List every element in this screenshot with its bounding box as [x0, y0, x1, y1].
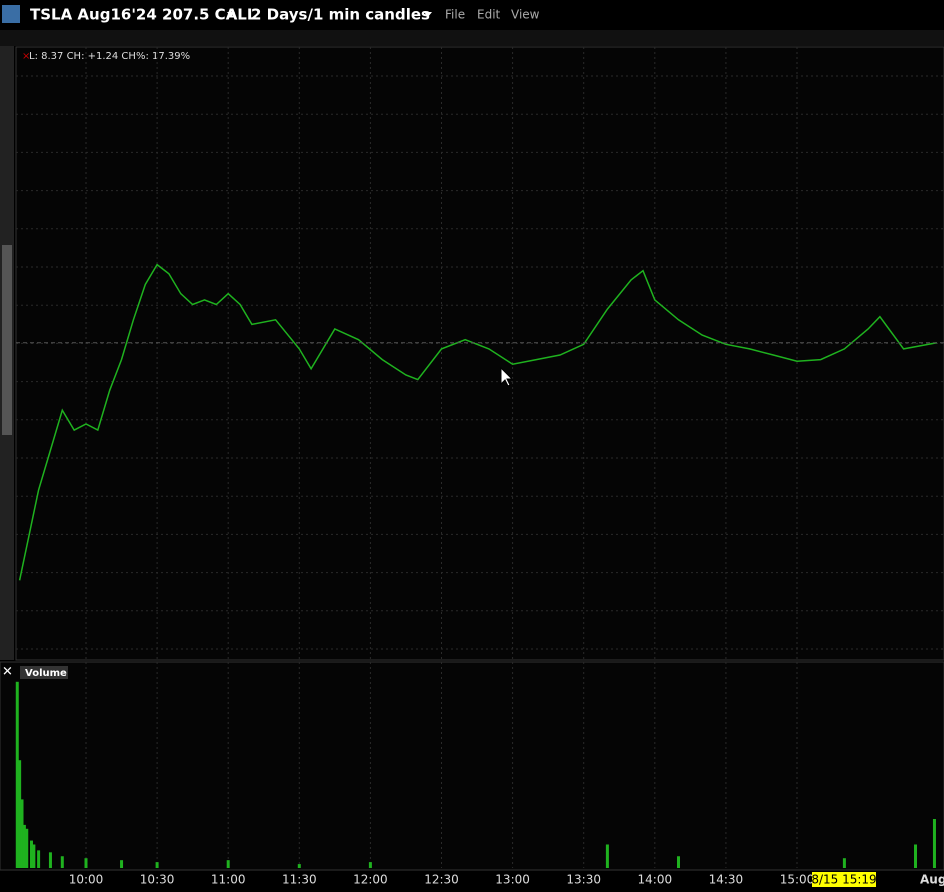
toolbar [0, 30, 944, 46]
menu-edit[interactable]: Edit [477, 8, 501, 22]
app-icon [2, 5, 20, 23]
dropdown[interactable] [424, 12, 432, 17]
price-line [18, 263, 937, 581]
volume-bar [932, 819, 936, 868]
volume-bar [22, 824, 26, 868]
x-tick-label: 15:00 [780, 873, 815, 887]
info: L: 8.37 CH: +1.24 CH%: 17.39% [29, 51, 190, 62]
x-tick-label: 10:30 [140, 873, 175, 887]
plots: 10:00 10:30 11:00 11:30 12:00 12:30 13:00 13:30… [15, 47, 944, 887]
volume-label: Volume [25, 668, 67, 679]
volume-bar [120, 860, 124, 868]
volume-bar [84, 858, 88, 868]
volume-bar [37, 850, 41, 868]
volume-bar [914, 844, 917, 868]
volume-bar [297, 864, 301, 868]
title-bar [0, 0, 944, 30]
price-pane [15, 46, 944, 661]
x-tick-label: 13:00 [495, 873, 530, 887]
x-tick-label: 10:00 [69, 873, 104, 887]
close-icon[interactable]: ✕ [2, 665, 13, 680]
volume-pane [0, 661, 944, 871]
volume-bar [842, 858, 846, 868]
cursor-label-bg [812, 872, 876, 887]
volume-bar [60, 856, 64, 868]
volume-bar [32, 844, 36, 868]
volume-bar [15, 681, 19, 868]
cursor [500, 366, 514, 387]
volume-bar [226, 860, 230, 868]
volume-bar [155, 862, 159, 868]
x-tick-label: 12:00 [353, 873, 388, 887]
volume-bar [25, 828, 29, 868]
volume-bar [18, 760, 22, 868]
volume-label-bg [20, 666, 68, 679]
volume-bar [368, 862, 372, 868]
timeframe[interactable]: 2 Days/1 min candles [251, 6, 430, 24]
menu-view[interactable]: View [511, 8, 540, 22]
x-tick-label: 12:30 [424, 873, 459, 887]
x-tick-label: 11:00 [211, 873, 246, 887]
volume-bar [48, 852, 52, 868]
close-icon[interactable]: × [22, 51, 30, 62]
x-tick-label: 11:30 [282, 873, 317, 887]
volume-bar [20, 799, 24, 868]
x-tick-label: 13:30 [566, 873, 601, 887]
menu-file[interactable]: File [445, 8, 465, 22]
x-tick-label: 14:30 [709, 873, 744, 887]
volume-bar [29, 840, 33, 868]
scroll-thumb[interactable] [2, 245, 12, 435]
x-tick-label: Aug [920, 873, 944, 887]
volume-bar [677, 856, 680, 868]
x-tick-label: 14:00 [638, 873, 673, 887]
symbol[interactable]: TSLA Aug16'24 207.5 CALL [30, 6, 257, 24]
dropdown[interactable] [227, 12, 235, 17]
cursor-label: 8/15 15:19 [811, 873, 876, 887]
volume-bar [605, 844, 609, 868]
